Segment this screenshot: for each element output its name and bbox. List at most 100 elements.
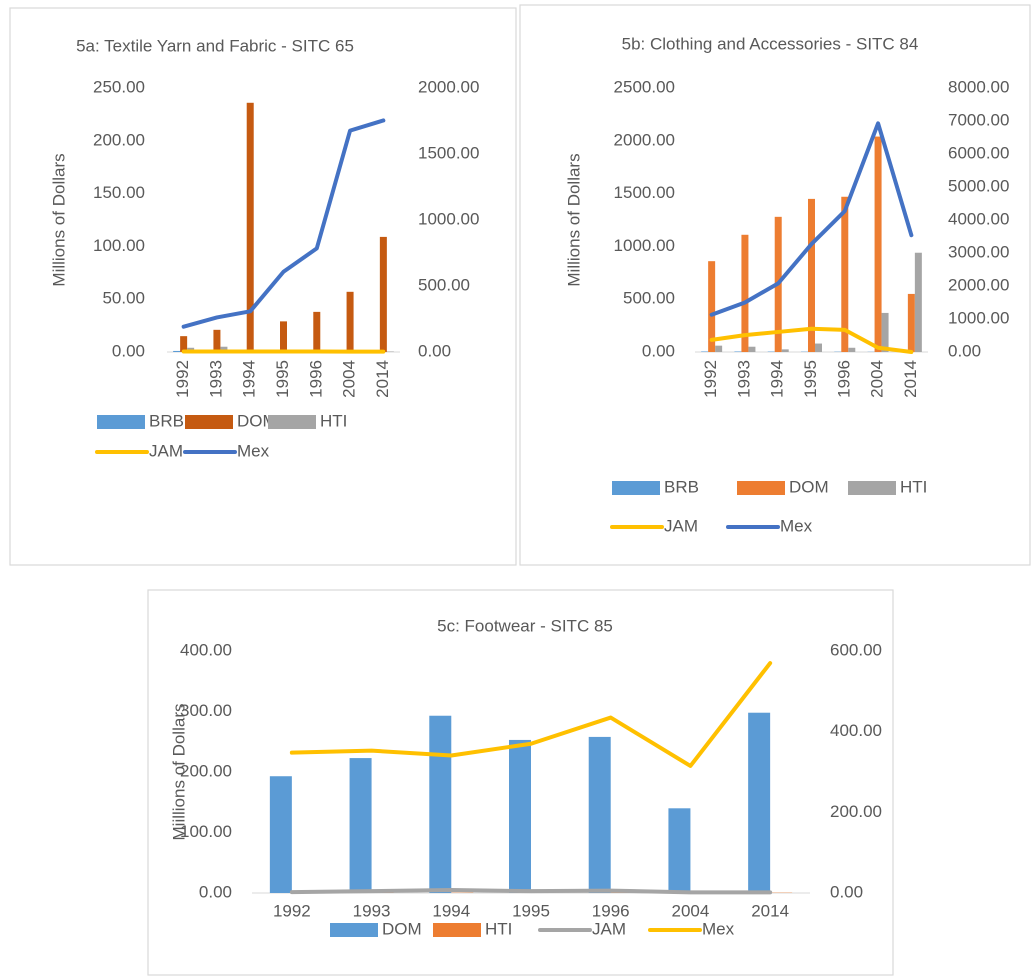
line xyxy=(181,118,386,329)
bar xyxy=(213,329,221,352)
bar xyxy=(668,808,691,893)
bar xyxy=(180,336,188,352)
chart-title: 5c: Footwear - SITC 85 xyxy=(437,616,613,635)
bar xyxy=(246,102,254,352)
legend-label: JAM xyxy=(149,441,183,460)
x-tick-label: 1994 xyxy=(240,360,259,398)
y2-tick-label: 3000.00 xyxy=(948,242,1009,261)
y2-tick-label: 200.00 xyxy=(830,802,882,821)
y2-tick-label: 0.00 xyxy=(948,341,981,360)
legend-label: Mex xyxy=(237,441,270,460)
bar xyxy=(748,712,771,893)
y2-tick-label: 1500.00 xyxy=(418,143,479,162)
legend-label: Mex xyxy=(702,919,735,938)
legend-label: DOM xyxy=(789,477,829,496)
legend-swatch xyxy=(97,415,145,429)
y-tick-label: 400.00 xyxy=(180,640,232,659)
y-tick-label: 300.00 xyxy=(180,701,232,720)
y2-tick-label: 4000.00 xyxy=(948,209,1009,228)
x-tick-label: 1995 xyxy=(512,901,550,920)
y-tick-label: 100.00 xyxy=(180,822,232,841)
bar xyxy=(173,350,181,352)
x-tick-label: 1993 xyxy=(206,360,225,398)
legend-swatch xyxy=(268,415,316,429)
legend-swatch xyxy=(737,481,785,495)
bar xyxy=(734,351,742,352)
x-tick-label: 2004 xyxy=(868,360,887,398)
line xyxy=(289,887,773,895)
chart-title: 5b: Clothing and Accessories - SITC 84 xyxy=(622,34,919,53)
bar xyxy=(708,261,716,352)
legend-swatch xyxy=(330,923,378,937)
y-tick-label: 100.00 xyxy=(93,236,145,255)
legend-label: JAM xyxy=(664,516,698,535)
y2-tick-label: 500.00 xyxy=(418,275,470,294)
y-axis-title: Millions of Dollars xyxy=(564,153,583,286)
bar xyxy=(220,346,228,352)
y-tick-label: 250.00 xyxy=(93,77,145,96)
y2-tick-label: 600.00 xyxy=(830,640,882,659)
legend-label: BRB xyxy=(664,477,699,496)
legend-swatch xyxy=(848,481,896,495)
y-tick-label: 0.00 xyxy=(199,882,232,901)
y-tick-label: 200.00 xyxy=(180,761,232,780)
y-axis-title: Millions of Dollars xyxy=(49,153,68,286)
x-tick-label: 1996 xyxy=(834,360,853,398)
x-tick-label: 2014 xyxy=(901,360,920,398)
bar xyxy=(509,739,531,893)
legend-label: BRB xyxy=(149,411,184,430)
legend-swatch xyxy=(612,481,660,495)
x-tick-label: 2004 xyxy=(340,360,359,398)
y2-tick-label: 7000.00 xyxy=(948,110,1009,129)
bar xyxy=(346,291,354,352)
y2-tick-label: 5000.00 xyxy=(948,176,1009,195)
y-tick-label: 0.00 xyxy=(112,341,145,360)
bar xyxy=(349,758,372,893)
y2-tick-label: 2000.00 xyxy=(948,275,1009,294)
chart-title: 5a: Textile Yarn and Fabric - SITC 65 xyxy=(76,36,354,55)
x-tick-label: 1995 xyxy=(801,360,820,398)
x-tick-label: 1992 xyxy=(173,360,192,398)
x-tick-label: 2014 xyxy=(751,901,789,920)
x-tick-label: 1992 xyxy=(701,360,720,398)
y2-tick-label: 1000.00 xyxy=(948,308,1009,327)
x-tick-label: 1994 xyxy=(768,360,787,398)
bar xyxy=(701,351,709,352)
bar xyxy=(874,136,882,352)
bar xyxy=(429,715,452,893)
panel xyxy=(9,7,517,566)
x-tick-label: 1996 xyxy=(592,901,630,920)
x-tick-label: 2014 xyxy=(373,360,392,398)
bar xyxy=(848,347,856,352)
legend-label: HTI xyxy=(320,411,347,430)
x-tick-label: 1995 xyxy=(273,360,292,398)
x-tick-label: 1993 xyxy=(734,360,753,398)
legend-label: Mex xyxy=(780,516,813,535)
bar xyxy=(269,776,292,893)
legend-label: DOM xyxy=(382,919,422,938)
bar xyxy=(748,346,756,352)
y2-tick-label: 0.00 xyxy=(830,882,863,901)
x-tick-label: 1996 xyxy=(306,360,325,398)
y-tick-label: 2500.00 xyxy=(614,77,675,96)
legend-label: HTI xyxy=(485,919,512,938)
legend-label: DOM xyxy=(237,411,277,430)
legend-label: JAM xyxy=(592,919,626,938)
x-tick-label: 1993 xyxy=(353,901,391,920)
y-tick-label: 1500.00 xyxy=(614,183,675,202)
x-tick-label: 1994 xyxy=(432,901,470,920)
y-tick-label: 0.00 xyxy=(642,341,675,360)
bar xyxy=(280,321,287,352)
y2-tick-label: 8000.00 xyxy=(948,77,1009,96)
x-tick-label: 1992 xyxy=(273,901,311,920)
bar xyxy=(313,311,321,352)
y2-tick-label: 400.00 xyxy=(830,721,882,740)
y-tick-label: 50.00 xyxy=(102,289,145,308)
bar xyxy=(588,736,611,893)
line xyxy=(289,661,773,768)
bar xyxy=(379,236,387,352)
bar xyxy=(914,252,922,352)
bar xyxy=(715,345,723,352)
bar xyxy=(841,196,849,352)
